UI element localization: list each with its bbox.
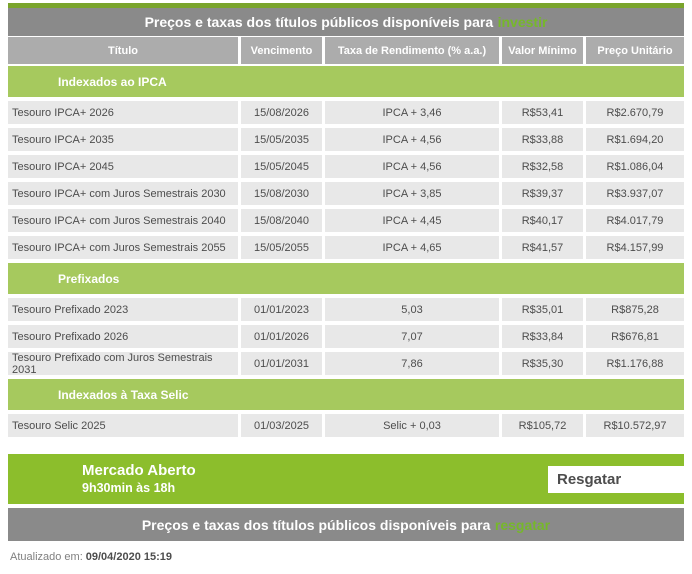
cell-title: Tesouro IPCA+ com Juros Semestrais 2030 xyxy=(8,182,238,205)
market-status-banner: Mercado Aberto 9h30min às 18h Resgatar xyxy=(8,454,692,504)
column-header-vencimento: Vencimento xyxy=(241,37,322,64)
resgatar-button[interactable]: Resgatar xyxy=(548,466,692,493)
cell-min-value: R$33,84 xyxy=(502,325,583,348)
cell-min-value: R$32,58 xyxy=(502,155,583,178)
bond-table-body: Indexados ao IPCA Tesouro IPCA+ 2026 15/… xyxy=(8,66,684,437)
cell-maturity: 15/05/2035 xyxy=(241,128,322,151)
redeem-title-text: Preços e taxas dos títulos públicos disp… xyxy=(141,516,491,533)
cell-unit-price: R$4.157,99 xyxy=(586,236,684,259)
cell-maturity: 15/05/2045 xyxy=(241,155,322,178)
cell-title: Tesouro Selic 2025 xyxy=(8,414,238,437)
cell-title: Tesouro IPCA+ com Juros Semestrais 2040 xyxy=(8,209,238,232)
cell-min-value: R$53,41 xyxy=(502,101,583,124)
table-row: Tesouro Prefixado 2023 01/01/2023 5,03 R… xyxy=(8,298,684,321)
table-row: Tesouro Prefixado com Juros Semestrais 2… xyxy=(8,352,684,376)
cell-rate: 5,03 xyxy=(325,298,499,321)
market-status-title: Mercado Aberto xyxy=(82,461,196,479)
cell-rate: IPCA + 4,56 xyxy=(325,155,499,178)
last-updated-value: 09/04/2020 15:19 xyxy=(85,551,173,563)
cell-unit-price: R$1.086,04 xyxy=(586,155,684,178)
cell-maturity: 15/08/2026 xyxy=(241,101,322,124)
column-header-preco-unitario: Preço Unitário xyxy=(586,37,684,64)
section-header-row: Indexados ao IPCA xyxy=(8,66,684,97)
prices-table-container: Preços e taxas dos títulos públicos disp… xyxy=(8,3,692,563)
table-row: Tesouro IPCA+ 2045 15/05/2045 IPCA + 4,5… xyxy=(8,155,684,178)
cell-rate: IPCA + 4,56 xyxy=(325,128,499,151)
cell-unit-price: R$676,81 xyxy=(586,325,684,348)
cell-rate: IPCA + 3,85 xyxy=(325,182,499,205)
cell-title: Tesouro Prefixado com Juros Semestrais 2… xyxy=(8,352,238,376)
cell-maturity: 01/01/2023 xyxy=(241,298,322,321)
top-green-strip xyxy=(8,3,684,8)
section-header-row: Indexados à Taxa Selic xyxy=(8,379,684,410)
cell-title: Tesouro Prefixado 2026 xyxy=(8,325,238,348)
cell-rate: IPCA + 3,46 xyxy=(325,101,499,124)
market-status-hours: 9h30min às 18h xyxy=(82,480,176,495)
section-header-row: Prefixados xyxy=(8,263,684,294)
section-label: Indexados à Taxa Selic xyxy=(58,387,189,402)
table-row: Tesouro IPCA+ com Juros Semestrais 2030 … xyxy=(8,182,684,205)
invest-table-title-bar: Preços e taxas dos títulos públicos disp… xyxy=(8,8,684,36)
cell-unit-price: R$3.937,07 xyxy=(586,182,684,205)
cell-title: Tesouro IPCA+ 2026 xyxy=(8,101,238,124)
cell-min-value: R$41,57 xyxy=(502,236,583,259)
cell-unit-price: R$4.017,79 xyxy=(586,209,684,232)
cell-rate: Selic + 0,03 xyxy=(325,414,499,437)
last-updated-label: Atualizado em: xyxy=(10,551,83,563)
cell-rate: 7,07 xyxy=(325,325,499,348)
table-row: Tesouro IPCA+ com Juros Semestrais 2040 … xyxy=(8,209,684,232)
section-label: Prefixados xyxy=(58,271,120,286)
cell-min-value: R$35,01 xyxy=(502,298,583,321)
cell-title: Tesouro IPCA+ com Juros Semestrais 2055 xyxy=(8,236,238,259)
cell-rate: 7,86 xyxy=(325,352,499,375)
cell-unit-price: R$1.176,88 xyxy=(586,352,684,375)
cell-maturity: 01/01/2026 xyxy=(241,325,322,348)
cell-rate: IPCA + 4,65 xyxy=(325,236,499,259)
cell-min-value: R$105,72 xyxy=(502,414,583,437)
table-row: Tesouro IPCA+ 2026 15/08/2026 IPCA + 3,4… xyxy=(8,101,684,124)
cell-title: Tesouro IPCA+ 2035 xyxy=(8,128,238,151)
cell-unit-price: R$875,28 xyxy=(586,298,684,321)
cell-unit-price: R$2.670,79 xyxy=(586,101,684,124)
cell-min-value: R$39,37 xyxy=(502,182,583,205)
cell-maturity: 01/03/2025 xyxy=(241,414,322,437)
cell-maturity: 15/05/2055 xyxy=(241,236,322,259)
cell-rate: IPCA + 4,45 xyxy=(325,209,499,232)
cell-unit-price: R$10.572,97 xyxy=(586,414,684,437)
section-label: Indexados ao IPCA xyxy=(58,74,167,89)
column-header-taxa: Taxa de Rendimento (% a.a.) xyxy=(325,37,499,64)
cell-min-value: R$33,88 xyxy=(502,128,583,151)
table-row: Tesouro Prefixado 2026 01/01/2026 7,07 R… xyxy=(8,325,684,348)
cell-maturity: 15/08/2030 xyxy=(241,182,322,205)
cell-unit-price: R$1.694,20 xyxy=(586,128,684,151)
last-updated: Atualizado em: 09/04/2020 15:19 xyxy=(10,551,684,563)
cell-min-value: R$40,17 xyxy=(502,209,583,232)
column-header-row: Título Vencimento Taxa de Rendimento (% … xyxy=(8,37,684,64)
cell-maturity: 01/01/2031 xyxy=(241,352,322,375)
cell-title: Tesouro IPCA+ 2045 xyxy=(8,155,238,178)
resgatar-link[interactable]: resgatar xyxy=(494,516,551,533)
invest-link[interactable]: investir xyxy=(497,14,548,30)
column-header-valor-minimo: Valor Mínimo xyxy=(502,37,583,64)
cell-min-value: R$35,30 xyxy=(502,352,583,375)
table-row: Tesouro IPCA+ com Juros Semestrais 2055 … xyxy=(8,236,684,259)
cell-title: Tesouro Prefixado 2023 xyxy=(8,298,238,321)
column-header-titulo: Título xyxy=(8,37,238,64)
invest-title-text: Preços e taxas dos títulos públicos disp… xyxy=(144,14,494,30)
table-row: Tesouro IPCA+ 2035 15/05/2035 IPCA + 4,5… xyxy=(8,128,684,151)
table-row: Tesouro Selic 2025 01/03/2025 Selic + 0,… xyxy=(8,414,684,437)
redeem-table-title-bar: Preços e taxas dos títulos públicos disp… xyxy=(8,508,684,541)
cell-maturity: 15/08/2040 xyxy=(241,209,322,232)
